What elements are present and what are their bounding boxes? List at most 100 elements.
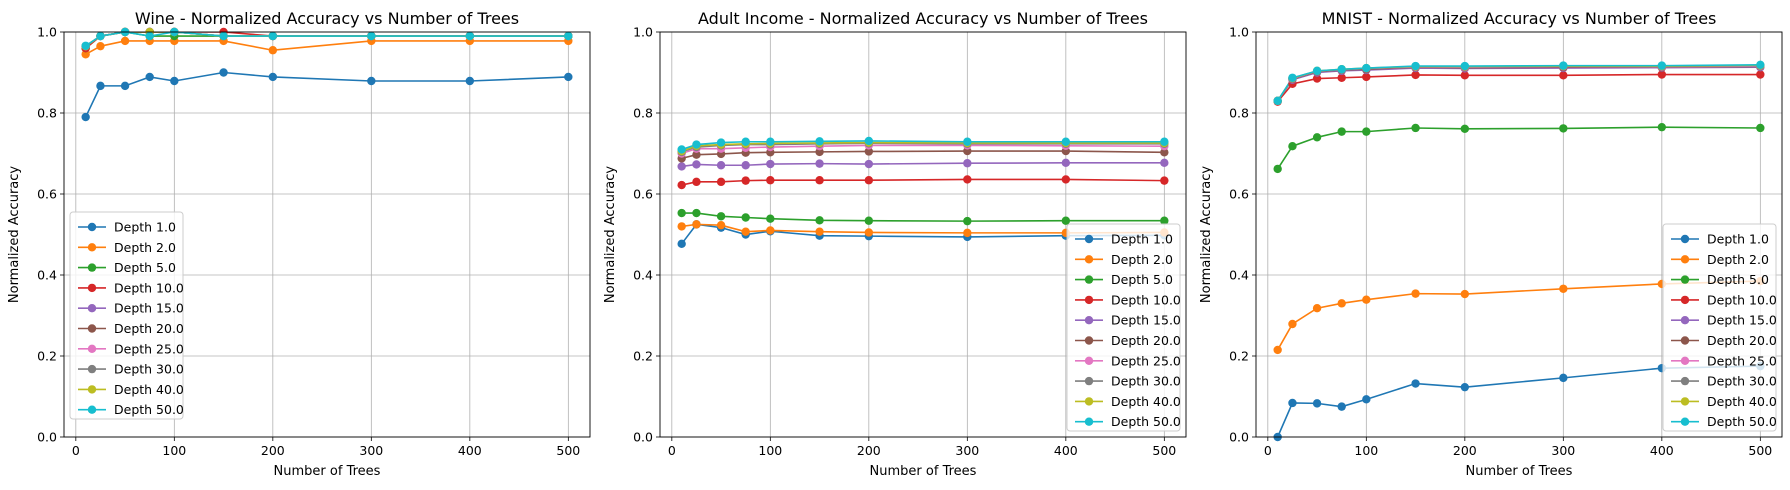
data-point: [1312, 66, 1322, 76]
data-point: [1756, 123, 1765, 133]
data-point: [864, 228, 874, 237]
y-tick-label: 0.4: [633, 268, 653, 283]
data-point: [677, 239, 686, 249]
data-point: [268, 72, 278, 82]
data-point: [1362, 72, 1371, 82]
data-point: [1657, 122, 1667, 132]
legend-label: Depth 50.0: [114, 402, 184, 417]
data-point: [367, 76, 376, 86]
legend-marker: [1680, 234, 1690, 244]
data-point: [1460, 124, 1470, 133]
y-tick-label: 1.0: [1229, 25, 1249, 40]
y-tick-label: 1.0: [633, 25, 653, 40]
data-point: [1337, 127, 1346, 136]
legend-marker: [1680, 336, 1690, 345]
legend-marker: [87, 304, 97, 313]
data-point: [1460, 71, 1470, 80]
legend-marker: [1084, 336, 1094, 345]
data-point: [677, 162, 686, 171]
data-point: [120, 36, 130, 46]
data-point: [677, 180, 686, 190]
legend-marker: [1680, 356, 1690, 365]
data-point: [1288, 73, 1297, 82]
chart-panel-2: 0 100 200 300 400 500 0.0 0.2 0.4 0.6 0.8 1.0 Adult …: [603, 9, 1187, 479]
data-point: [741, 176, 750, 185]
legend-marker: [1680, 417, 1690, 426]
data-point: [766, 176, 775, 185]
x-tick-label: 0: [1264, 443, 1272, 458]
series-line: [1276, 64, 1761, 102]
x-axis-label: Number of Trees: [870, 464, 977, 479]
legend-marker: [1680, 397, 1690, 406]
y-tick-label: 0.0: [633, 430, 653, 445]
legend-marker: [87, 222, 97, 232]
axes-frame: [1255, 31, 1783, 438]
chart-title: Wine - Normalized Accuracy vs Number of …: [135, 9, 519, 28]
legend-label: Depth 1.0: [1707, 232, 1769, 247]
series-line: [681, 223, 1165, 234]
legend-marker: [87, 324, 97, 333]
x-axis-label: Number of Trees: [274, 464, 381, 479]
data-point: [716, 212, 726, 221]
plot-area: [1276, 64, 1761, 437]
x-tick-label: 500: [1152, 443, 1176, 458]
data-point: [815, 227, 824, 236]
data-point: [963, 159, 972, 168]
legend-label: Depth 15.0: [1707, 313, 1777, 328]
chart-panel-1: 0 100 200 300 400 500 0.0 0.2 0.4 0.6 0.8 1.0 Wine -…: [7, 9, 591, 479]
data-point: [81, 112, 90, 122]
data-point: [268, 31, 278, 41]
legend-label: Depth 30.0: [1707, 374, 1777, 389]
data-point: [677, 145, 686, 154]
data-point: [1312, 133, 1322, 142]
data-point: [1411, 123, 1420, 133]
series-line: [85, 32, 569, 47]
data-point: [1411, 61, 1420, 71]
data-point: [1460, 382, 1470, 392]
legend-label: Depth 40.0: [114, 382, 184, 397]
y-tick-label: 0.6: [1229, 187, 1249, 202]
data-point: [1362, 295, 1371, 304]
data-point: [864, 216, 874, 225]
data-point: [96, 81, 105, 91]
data-point: [1312, 399, 1322, 408]
data-point: [564, 31, 573, 41]
data-point: [963, 216, 972, 226]
data-point: [1559, 284, 1568, 293]
series-line: [681, 223, 1165, 245]
x-tick-label: 400: [458, 443, 482, 458]
data-point: [120, 81, 130, 91]
y-tick-label: 0.4: [1229, 268, 1249, 283]
legend-marker: [1680, 295, 1690, 305]
series-line: [681, 212, 1165, 222]
data-point: [81, 41, 90, 50]
series-line: [1277, 73, 1761, 103]
y-axis-label: Normalized Accuracy: [1199, 166, 1214, 304]
data-point: [864, 159, 874, 169]
legend-label: Depth 25.0: [114, 341, 184, 356]
data-point: [741, 137, 750, 146]
legend-label: Depth 20.0: [1111, 333, 1181, 348]
legend-label: Depth 5.0: [114, 260, 176, 275]
legend-marker: [1084, 295, 1094, 305]
data-point: [1362, 395, 1371, 404]
data-point: [170, 76, 179, 86]
data-point: [1337, 73, 1346, 82]
data-point: [963, 175, 972, 184]
plot-area: [681, 140, 1165, 245]
legend-box: [69, 211, 184, 420]
data-point: [1061, 158, 1071, 168]
data-point: [692, 140, 701, 149]
data-point: [1312, 304, 1322, 313]
series-line: [681, 140, 1165, 151]
data-point: [963, 228, 972, 238]
legend-label: Depth 10.0: [1111, 292, 1181, 307]
legend-label: Depth 1.0: [1111, 232, 1173, 247]
series-line: [1276, 365, 1761, 437]
legend-label: Depth 20.0: [1707, 333, 1777, 348]
data-point: [963, 137, 972, 146]
data-point: [1657, 70, 1667, 79]
legend-label: Depth 40.0: [1707, 394, 1777, 409]
legend-label: Depth 15.0: [114, 301, 184, 316]
